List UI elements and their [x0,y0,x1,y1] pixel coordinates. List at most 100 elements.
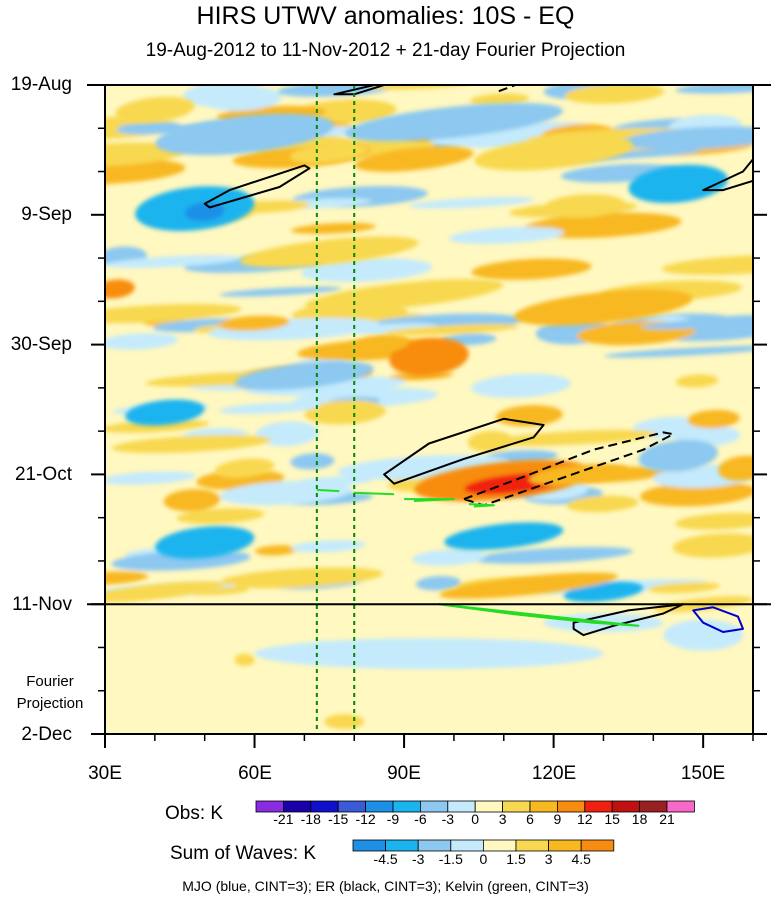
obs-blob [514,289,693,326]
kelvin-contour [316,488,340,493]
obs-blob [444,522,564,551]
x-tick-label: 30E [88,763,122,784]
waves-colorbar-swatch [450,839,484,852]
obs-streak [675,85,753,94]
contour-caption: MJO (blue, CINT=3); ER (black, CINT=3); … [182,878,589,894]
projection-blob [324,714,365,730]
obs-streak [203,86,282,111]
obs-blob [155,113,334,156]
obs-streak [384,324,520,336]
obs-colorbar-tick: 15 [604,811,620,827]
obs-blob [628,164,728,204]
obs-colorbar-tick: -18 [300,811,321,827]
obs-streak [219,480,353,506]
obs-streak [111,434,272,454]
obs-blob [389,338,469,376]
obs-blob [234,361,374,390]
waves-colorbar-swatch [548,839,582,852]
y-tick-label: 19-Aug [10,74,72,95]
obs-blob [528,463,629,485]
obs-streak [672,533,753,558]
er-contour [203,164,311,209]
y-tick-label: 2-Dec [21,724,72,745]
obs-streak [412,549,487,566]
mjo-contour [692,606,744,633]
obs-streak [564,85,665,104]
obs-streak [105,158,186,185]
obs-colorbar-tick: -9 [386,811,400,827]
waves-colorbar-tick: -3 [411,851,425,867]
obs-streak [105,571,149,586]
obs-streak [621,126,753,150]
obs-colorbar-tick: 21 [659,811,675,827]
obs-streak [218,315,290,331]
colorbars [255,800,695,852]
x-tick-label: 120E [531,763,577,784]
obs-colorbar-tick: -21 [273,811,294,827]
obs-streak [292,476,373,487]
kelvin-contour [438,603,640,627]
obs-blob [115,96,195,123]
er-contour [462,431,675,507]
obs-blob [718,455,753,481]
projection-blob [234,653,255,667]
obs-colorbar-swatch [666,800,695,813]
obs-streak [566,495,639,513]
waves-colorbar-swatch [482,839,517,852]
plot-frame [87,84,771,735]
obs-colorbar-tick: -6 [414,811,427,827]
obs-streak [220,567,384,589]
obs-streak [163,489,221,512]
y-tick-label: 11-Nov [12,594,72,615]
obs-colorbar-tick: 6 [526,811,534,827]
obs-streak [277,85,399,97]
obs-blob [240,236,419,268]
obs-streak [304,400,386,425]
waves-colorbar-swatch [417,839,452,852]
obs-colorbar-tick: 9 [553,811,562,827]
er-contour [333,85,388,96]
obs-streak [687,409,740,429]
er-contour [498,85,519,93]
obs-streak [105,419,210,433]
obs-blob [125,399,205,426]
obs-streak [471,373,571,398]
obs-streak [639,481,753,507]
er-contour [702,158,753,192]
waves-colorbar-swatch [352,839,386,852]
waves-colorbar-tick: -1.5 [438,851,463,867]
y-tick-label: 30-Sep [10,334,72,355]
obs-streak [604,345,753,358]
kelvin-contour [404,498,455,502]
obs-streak [176,508,265,524]
obs-streak [105,303,242,324]
obs-streak [472,546,634,564]
obs-streak [105,142,186,167]
obs-blob [344,102,563,142]
obs-colorbar-tick: -3 [441,811,455,827]
obs-streak [290,453,335,470]
obs-streak [105,255,241,268]
obs-blob [105,581,225,603]
waves-colorbar-title: Sum of Waves: K [170,843,317,864]
obs-streak [219,402,321,414]
obs-blob [474,135,633,171]
waves-colorbar-swatch [580,839,615,852]
obs-streak [489,429,657,446]
obs-colorbar-tick: 18 [631,811,648,827]
obs-streak [640,318,753,330]
obs-colorbar-tick: -12 [355,811,376,827]
y-tick-label: 9-Sep [21,204,72,225]
chart-title: HIRS UTWV anomalies: 10S - EQ [196,2,575,30]
obs-colorbar-tick: 3 [498,811,507,827]
obs-streak [661,255,753,275]
waves-colorbar-tick: 4.5 [571,851,591,867]
x-tick-label: 150E [680,763,726,784]
obs-streak [471,258,592,280]
obs-streak [105,471,196,485]
waves-colorbar-tick: 1.5 [506,851,526,867]
obs-colorbar-tick: 0 [471,811,480,827]
projection-blob [254,638,604,670]
obs-streak [219,286,342,297]
